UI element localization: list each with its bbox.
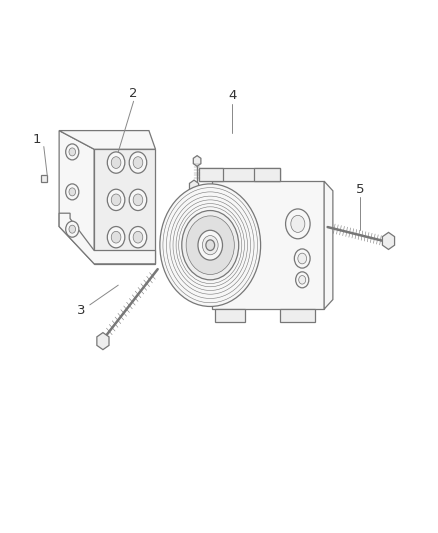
Circle shape bbox=[69, 148, 76, 156]
Circle shape bbox=[198, 230, 223, 260]
Circle shape bbox=[299, 276, 306, 284]
Polygon shape bbox=[97, 333, 109, 350]
Text: 2: 2 bbox=[129, 87, 138, 100]
Polygon shape bbox=[94, 149, 155, 264]
Text: 1: 1 bbox=[33, 133, 42, 146]
Polygon shape bbox=[215, 309, 245, 322]
Circle shape bbox=[286, 209, 310, 239]
Polygon shape bbox=[199, 168, 280, 181]
Polygon shape bbox=[59, 213, 155, 264]
Circle shape bbox=[66, 184, 79, 200]
Circle shape bbox=[66, 221, 79, 237]
Polygon shape bbox=[59, 131, 155, 149]
Circle shape bbox=[133, 157, 143, 168]
Polygon shape bbox=[212, 181, 324, 309]
Circle shape bbox=[107, 152, 125, 173]
Circle shape bbox=[296, 272, 309, 288]
Circle shape bbox=[107, 227, 125, 248]
Polygon shape bbox=[382, 232, 395, 249]
Circle shape bbox=[294, 249, 310, 268]
Polygon shape bbox=[199, 168, 223, 181]
Circle shape bbox=[190, 188, 200, 201]
Polygon shape bbox=[193, 156, 201, 166]
Circle shape bbox=[111, 157, 121, 168]
Circle shape bbox=[206, 240, 215, 251]
Circle shape bbox=[111, 231, 121, 243]
Circle shape bbox=[133, 231, 143, 243]
Circle shape bbox=[129, 189, 147, 211]
Circle shape bbox=[129, 227, 147, 248]
Circle shape bbox=[133, 194, 143, 206]
Circle shape bbox=[69, 188, 76, 196]
Polygon shape bbox=[59, 131, 94, 264]
Circle shape bbox=[182, 211, 239, 280]
Circle shape bbox=[111, 194, 121, 206]
Circle shape bbox=[298, 253, 307, 264]
Circle shape bbox=[291, 215, 305, 232]
Circle shape bbox=[160, 184, 261, 306]
Circle shape bbox=[129, 152, 147, 173]
Circle shape bbox=[202, 236, 218, 255]
Polygon shape bbox=[41, 175, 47, 182]
Text: 3: 3 bbox=[77, 304, 85, 317]
Text: 4: 4 bbox=[228, 90, 237, 102]
Polygon shape bbox=[254, 168, 280, 181]
Circle shape bbox=[66, 144, 79, 160]
Circle shape bbox=[69, 225, 76, 233]
Polygon shape bbox=[324, 181, 333, 309]
Circle shape bbox=[107, 189, 125, 211]
Text: 5: 5 bbox=[356, 183, 364, 196]
Polygon shape bbox=[190, 180, 198, 193]
Circle shape bbox=[186, 216, 234, 274]
Polygon shape bbox=[280, 309, 315, 322]
